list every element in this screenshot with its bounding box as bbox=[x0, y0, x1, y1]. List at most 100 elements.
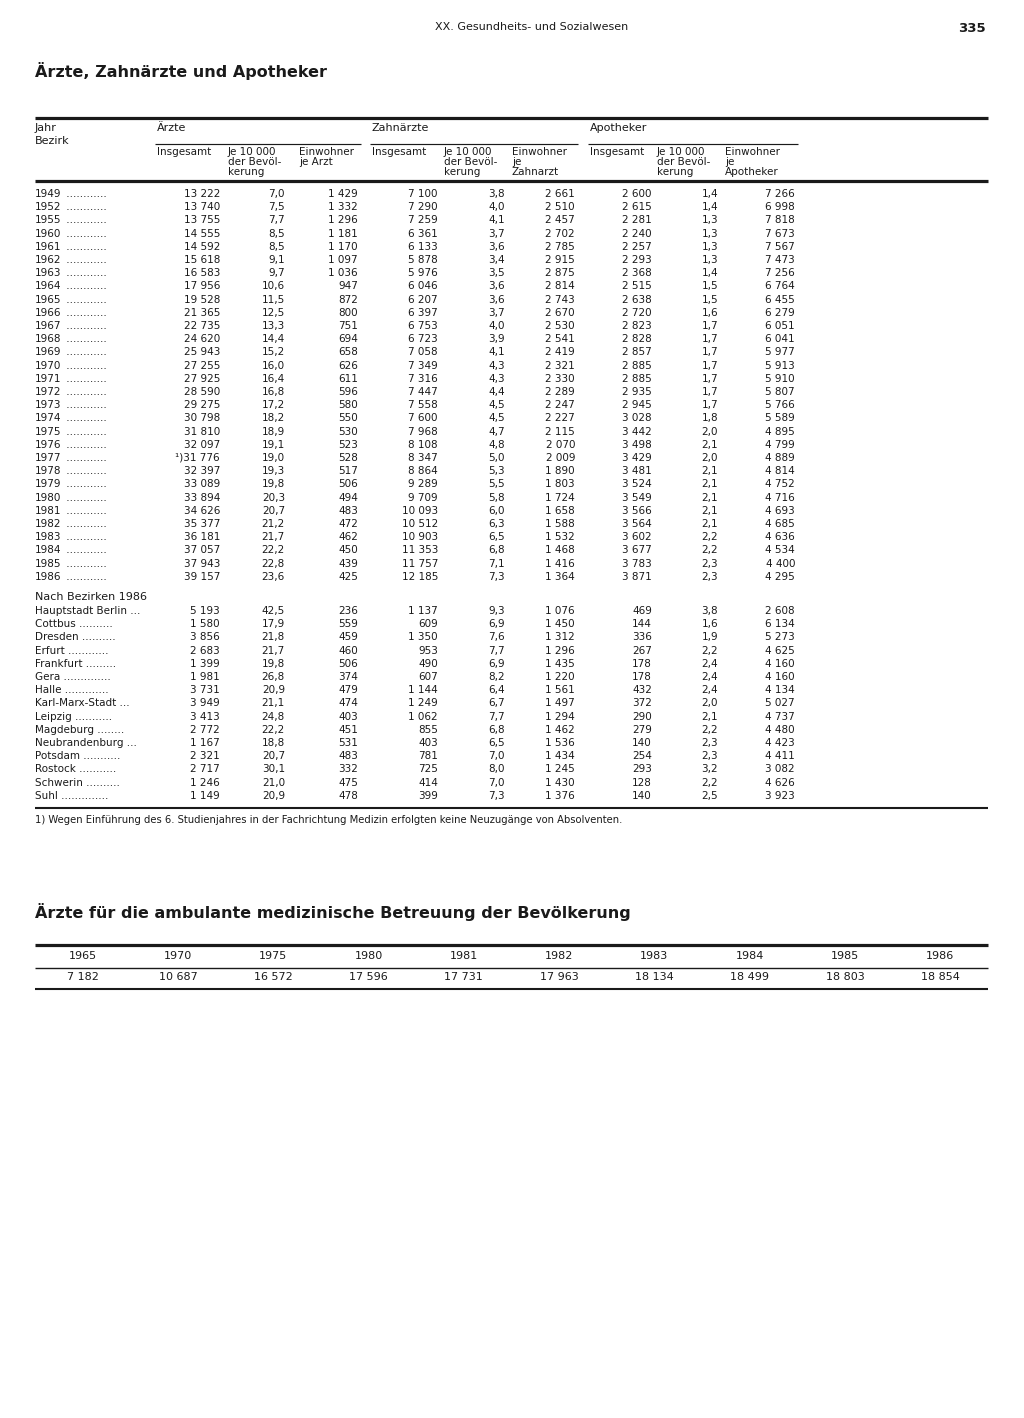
Text: 12,5: 12,5 bbox=[262, 308, 285, 318]
Text: 21,7: 21,7 bbox=[262, 645, 285, 655]
Text: 1,7: 1,7 bbox=[701, 374, 718, 384]
Text: ............: ............ bbox=[63, 506, 106, 516]
Text: 9,7: 9,7 bbox=[268, 268, 285, 278]
Text: 9,1: 9,1 bbox=[268, 255, 285, 265]
Text: 1,7: 1,7 bbox=[701, 400, 718, 410]
Text: 1 468: 1 468 bbox=[545, 546, 575, 556]
Text: 2 638: 2 638 bbox=[623, 295, 652, 305]
Text: 7 290: 7 290 bbox=[409, 203, 438, 213]
Text: 18,8: 18,8 bbox=[262, 737, 285, 749]
Text: 1 416: 1 416 bbox=[545, 559, 575, 569]
Text: 414: 414 bbox=[418, 777, 438, 787]
Text: 459: 459 bbox=[338, 632, 358, 642]
Text: 611: 611 bbox=[338, 374, 358, 384]
Text: 7 266: 7 266 bbox=[765, 189, 795, 199]
Text: 2 717: 2 717 bbox=[190, 764, 220, 774]
Text: 3 871: 3 871 bbox=[623, 571, 652, 581]
Text: ............: ............ bbox=[63, 203, 106, 213]
Text: Ärzte: Ärzte bbox=[157, 123, 186, 133]
Text: 18,9: 18,9 bbox=[262, 427, 285, 437]
Text: 6 753: 6 753 bbox=[409, 320, 438, 330]
Text: 3 856: 3 856 bbox=[190, 632, 220, 642]
Text: ............: ............ bbox=[63, 546, 106, 556]
Text: 1952: 1952 bbox=[35, 203, 61, 213]
Text: 1976: 1976 bbox=[35, 440, 61, 450]
Text: 478: 478 bbox=[338, 791, 358, 801]
Text: 1983: 1983 bbox=[640, 951, 669, 961]
Text: 2 743: 2 743 bbox=[545, 295, 575, 305]
Text: 293: 293 bbox=[632, 764, 652, 774]
Text: je: je bbox=[725, 157, 734, 167]
Text: Einwohner: Einwohner bbox=[725, 147, 780, 157]
Text: 335: 335 bbox=[958, 23, 986, 35]
Text: 2 915: 2 915 bbox=[545, 255, 575, 265]
Text: 2 885: 2 885 bbox=[623, 360, 652, 370]
Text: 2 457: 2 457 bbox=[545, 216, 575, 225]
Text: 2,1: 2,1 bbox=[701, 440, 718, 450]
Text: 1 890: 1 890 bbox=[546, 467, 575, 476]
Text: 178: 178 bbox=[632, 659, 652, 669]
Text: 31 810: 31 810 bbox=[183, 427, 220, 437]
Text: 7,0: 7,0 bbox=[488, 777, 505, 787]
Text: 11 757: 11 757 bbox=[401, 559, 438, 569]
Text: 475: 475 bbox=[338, 777, 358, 787]
Text: 37 943: 37 943 bbox=[183, 559, 220, 569]
Text: 3,6: 3,6 bbox=[488, 242, 505, 252]
Text: 472: 472 bbox=[338, 519, 358, 529]
Text: 1 296: 1 296 bbox=[545, 645, 575, 655]
Text: Zahnärzte: Zahnärzte bbox=[372, 123, 429, 133]
Text: 2 814: 2 814 bbox=[545, 281, 575, 292]
Text: 1 312: 1 312 bbox=[545, 632, 575, 642]
Text: ............: ............ bbox=[63, 479, 106, 489]
Text: Einwohner: Einwohner bbox=[299, 147, 354, 157]
Text: 3,7: 3,7 bbox=[488, 308, 505, 318]
Text: 33 894: 33 894 bbox=[183, 492, 220, 502]
Text: 2,1: 2,1 bbox=[701, 492, 718, 502]
Text: 3 442: 3 442 bbox=[623, 427, 652, 437]
Text: 3,5: 3,5 bbox=[488, 268, 505, 278]
Text: 1 350: 1 350 bbox=[409, 632, 438, 642]
Text: Ärzte für die ambulante medizinische Betreuung der Bevölkerung: Ärzte für die ambulante medizinische Bet… bbox=[35, 903, 631, 922]
Text: 18 134: 18 134 bbox=[635, 971, 674, 983]
Text: 550: 550 bbox=[338, 414, 358, 424]
Text: 530: 530 bbox=[338, 427, 358, 437]
Text: 7,6: 7,6 bbox=[488, 632, 505, 642]
Text: 4,4: 4,4 bbox=[488, 387, 505, 397]
Text: 6 764: 6 764 bbox=[765, 281, 795, 292]
Text: 3,7: 3,7 bbox=[488, 228, 505, 238]
Text: 16,8: 16,8 bbox=[262, 387, 285, 397]
Text: 4 895: 4 895 bbox=[765, 427, 795, 437]
Text: 17 596: 17 596 bbox=[349, 971, 388, 983]
Text: 1971: 1971 bbox=[35, 374, 61, 384]
Text: 3,2: 3,2 bbox=[701, 764, 718, 774]
Text: 1963: 1963 bbox=[35, 268, 61, 278]
Text: Je 10 000: Je 10 000 bbox=[657, 147, 706, 157]
Text: Potsdam ...........: Potsdam ........... bbox=[35, 752, 121, 761]
Text: ............: ............ bbox=[63, 360, 106, 370]
Text: 1 062: 1 062 bbox=[409, 712, 438, 722]
Text: 1,5: 1,5 bbox=[701, 295, 718, 305]
Text: 947: 947 bbox=[338, 281, 358, 292]
Text: 1 658: 1 658 bbox=[545, 506, 575, 516]
Text: 725: 725 bbox=[418, 764, 438, 774]
Text: 800: 800 bbox=[338, 308, 358, 318]
Text: Suhl ..............: Suhl .............. bbox=[35, 791, 109, 801]
Text: 6 361: 6 361 bbox=[409, 228, 438, 238]
Text: 1 076: 1 076 bbox=[546, 605, 575, 615]
Text: 2 293: 2 293 bbox=[623, 255, 652, 265]
Text: 403: 403 bbox=[418, 737, 438, 749]
Text: 9 709: 9 709 bbox=[409, 492, 438, 502]
Text: 2 368: 2 368 bbox=[623, 268, 652, 278]
Text: ............: ............ bbox=[63, 414, 106, 424]
Text: 236: 236 bbox=[338, 605, 358, 615]
Text: 2,3: 2,3 bbox=[701, 737, 718, 749]
Text: 872: 872 bbox=[338, 295, 358, 305]
Text: Je 10 000: Je 10 000 bbox=[444, 147, 493, 157]
Text: 1973: 1973 bbox=[35, 400, 61, 410]
Text: 399: 399 bbox=[418, 791, 438, 801]
Text: 7,5: 7,5 bbox=[268, 203, 285, 213]
Text: ............: ............ bbox=[63, 335, 106, 345]
Text: Leipzig ...........: Leipzig ........... bbox=[35, 712, 112, 722]
Text: 1,8: 1,8 bbox=[701, 414, 718, 424]
Text: 21,7: 21,7 bbox=[262, 532, 285, 542]
